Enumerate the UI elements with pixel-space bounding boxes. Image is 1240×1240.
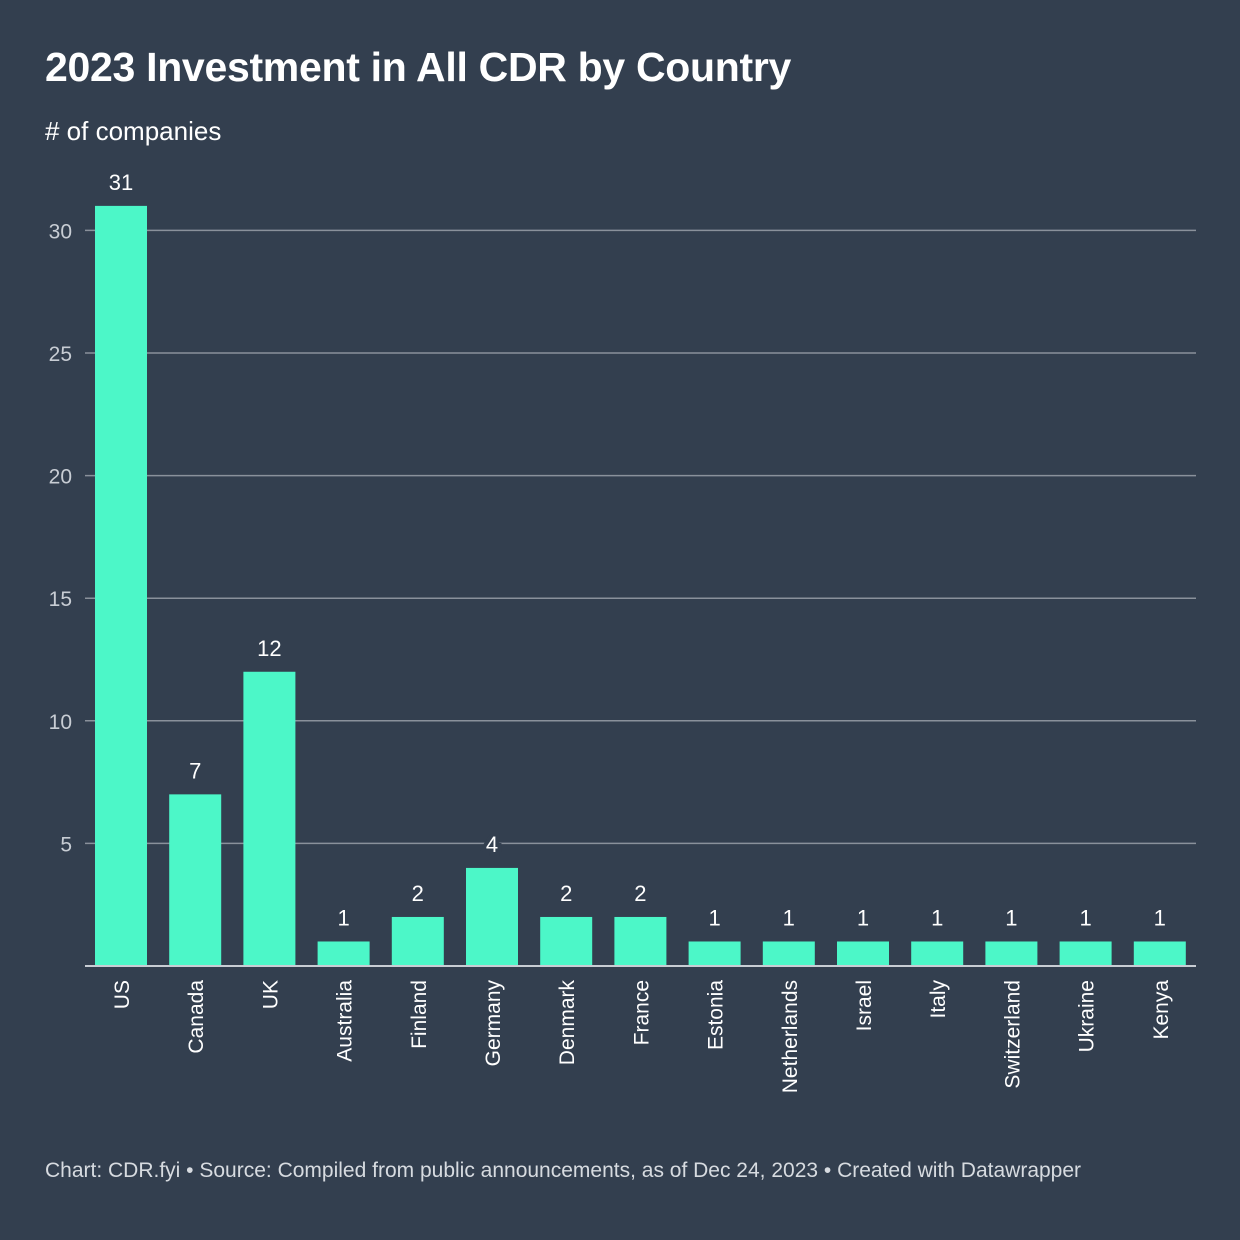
x-tick-label: US — [111, 980, 134, 1009]
bar-israel — [837, 941, 889, 966]
value-label: 31 — [109, 170, 133, 195]
y-tick-label: 5 — [60, 833, 72, 856]
y-tick-label: 20 — [49, 466, 72, 489]
value-label: 1 — [857, 905, 869, 930]
y-tick-label: 25 — [49, 343, 72, 366]
chart-footer: Chart: CDR.fyi • Source: Compiled from p… — [45, 1159, 1082, 1182]
value-label: 1 — [931, 905, 943, 930]
y-tick-label: 15 — [49, 588, 72, 611]
value-label: 7 — [189, 758, 201, 783]
x-tick-label: Italy — [927, 980, 950, 1019]
x-tick-label: Ukraine — [1076, 980, 1099, 1052]
bar-ukraine — [1059, 941, 1112, 966]
x-tick-label: Kenya — [1150, 980, 1173, 1040]
x-tick-label: France — [630, 980, 653, 1045]
bar-germany — [466, 867, 518, 966]
value-label: 1 — [337, 905, 349, 930]
y-tick-label: 30 — [49, 220, 72, 243]
x-tick-label: Estonia — [705, 980, 728, 1050]
x-tick-label: Finland — [408, 980, 431, 1049]
x-tick-label: UK — [259, 980, 282, 1009]
value-label: 12 — [257, 636, 281, 661]
value-label: 4 — [486, 832, 498, 857]
bar-canada — [169, 794, 222, 966]
bar-chart: 5101520253031US7Canada12UK1Australia2Fin… — [49, 170, 1196, 1093]
chart-title: 2023 Investment in All CDR by Country — [45, 44, 792, 90]
bar-kenya — [1133, 941, 1186, 966]
bar-australia — [317, 941, 370, 966]
x-tick-label: Denmark — [556, 980, 579, 1066]
x-tick-label: Switzerland — [1001, 980, 1024, 1089]
x-tick-label: Netherlands — [779, 980, 802, 1093]
bar-switzerland — [985, 941, 1038, 966]
bar-estonia — [688, 941, 741, 966]
bar-denmark — [540, 916, 593, 966]
value-label: 1 — [783, 905, 795, 930]
bar-finland — [391, 916, 444, 966]
value-label: 1 — [1005, 905, 1017, 930]
bar-italy — [911, 941, 964, 966]
bar-us — [95, 205, 147, 966]
bar-uk — [243, 671, 296, 966]
bar-france — [614, 916, 667, 966]
value-label: 1 — [708, 905, 720, 930]
x-tick-label: Germany — [482, 980, 505, 1067]
value-label: 2 — [560, 881, 572, 906]
bar-netherlands — [762, 941, 815, 966]
x-tick-label: Australia — [334, 980, 357, 1062]
y-tick-label: 10 — [49, 711, 72, 734]
x-tick-label: Canada — [185, 980, 208, 1054]
value-label: 1 — [1079, 905, 1091, 930]
value-label: 2 — [412, 881, 424, 906]
x-tick-label: Israel — [853, 980, 876, 1031]
value-label: 2 — [634, 881, 646, 906]
value-label: 1 — [1154, 905, 1166, 930]
chart-subtitle: # of companies — [45, 116, 222, 146]
